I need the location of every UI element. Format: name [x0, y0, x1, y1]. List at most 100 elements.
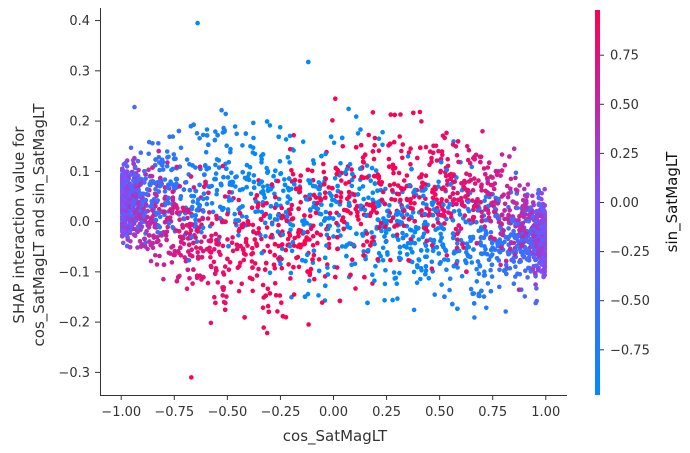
scatter-point	[526, 258, 532, 263]
scatter-point	[193, 245, 199, 250]
scatter-point	[261, 213, 267, 218]
scatter-point	[225, 175, 231, 180]
scatter-point	[174, 278, 180, 284]
scatter-point	[439, 235, 444, 241]
scatter-point	[201, 191, 207, 196]
scatter-point	[323, 195, 328, 200]
scatter-point	[435, 226, 441, 231]
scatter-point	[291, 264, 296, 270]
scatter-point	[170, 189, 176, 195]
scatter-point	[157, 214, 163, 220]
scatter-point	[162, 196, 167, 201]
scatter-point	[494, 255, 500, 261]
scatter-point	[455, 265, 460, 270]
scatter-point	[191, 267, 196, 272]
scatter-point	[226, 159, 232, 165]
scatter-point	[225, 237, 230, 242]
scatter-point	[227, 260, 233, 265]
scatter-point	[423, 186, 428, 192]
scatter-point	[203, 149, 209, 155]
scatter-point	[372, 173, 377, 179]
scatter-point	[478, 199, 484, 205]
scatter-point	[479, 214, 485, 219]
scatter-point	[482, 224, 488, 229]
scatter-point	[263, 234, 268, 239]
scatter-point	[507, 154, 512, 159]
scatter-point	[386, 164, 392, 169]
y-axis-ticks: −0.3 −0.2 −0.1 0.0 0.1 0.2 0.3 0.4	[58, 14, 100, 381]
scatter-point	[355, 131, 361, 136]
scatter-point	[277, 125, 283, 130]
scatter-point	[526, 238, 532, 244]
scatter-point	[194, 239, 200, 244]
scatter-point	[508, 186, 513, 191]
scatter-point	[143, 210, 148, 215]
scatter-point	[408, 200, 414, 206]
scatter-point	[390, 233, 396, 239]
scatter-point	[480, 129, 485, 134]
scatter-point	[153, 217, 159, 223]
scatter-point	[154, 193, 159, 198]
scatter-point	[259, 160, 264, 165]
scatter-point	[489, 201, 494, 206]
scatter-point	[404, 173, 410, 178]
scatter-point	[343, 244, 348, 249]
scatter-point	[423, 271, 428, 277]
scatter-point	[191, 240, 196, 246]
scatter-point	[214, 187, 220, 193]
scatter-point	[444, 130, 449, 136]
scatter-point	[515, 239, 521, 244]
scatter-point	[240, 187, 245, 192]
scatter-point	[408, 246, 413, 251]
scatter-point	[195, 250, 200, 255]
scatter-point	[450, 198, 456, 204]
scatter-point	[362, 207, 368, 213]
scatter-point	[195, 201, 200, 206]
scatter-point	[423, 144, 429, 150]
scatter-point	[438, 159, 444, 165]
scatter-point	[525, 275, 530, 280]
scatter-point	[155, 230, 160, 235]
scatter-point	[518, 249, 524, 255]
scatter-point	[323, 176, 329, 182]
scatter-point	[250, 145, 256, 150]
scatter-point	[353, 114, 359, 119]
scatter-point	[541, 274, 546, 280]
scatter-point	[533, 230, 539, 235]
scatter-point	[526, 265, 531, 271]
scatter-point	[417, 195, 422, 200]
scatter-point	[128, 172, 133, 178]
scatter-point	[455, 139, 461, 144]
scatter-point	[236, 197, 242, 203]
scatter-point	[124, 232, 129, 238]
scatter-point	[178, 145, 184, 151]
scatter-point	[213, 162, 218, 168]
scatter-point	[478, 159, 483, 165]
scatter-point	[137, 208, 143, 214]
scatter-point	[435, 216, 440, 222]
scatter-point	[486, 160, 492, 165]
scatter-point	[247, 275, 253, 281]
scatter-point	[296, 233, 301, 239]
scatter-point	[370, 197, 376, 203]
scatter-point	[334, 220, 339, 226]
scatter-point	[375, 257, 381, 262]
scatter-point	[506, 212, 511, 218]
scatter-point	[159, 157, 165, 162]
scatter-point	[350, 171, 355, 177]
scatter-point	[311, 248, 317, 253]
scatter-point	[377, 203, 382, 208]
scatter-point	[302, 294, 308, 300]
scatter-point	[473, 152, 479, 158]
scatter-point	[297, 178, 303, 184]
scatter-point	[464, 241, 470, 247]
scatter-point	[364, 163, 370, 168]
scatter-point	[287, 243, 293, 249]
scatter-point	[397, 250, 403, 255]
scatter-point	[277, 293, 283, 298]
scatter-point	[459, 273, 465, 279]
scatter-point	[431, 237, 437, 243]
scatter-point	[218, 204, 223, 210]
scatter-point	[251, 185, 257, 190]
scatter-point	[456, 197, 461, 203]
